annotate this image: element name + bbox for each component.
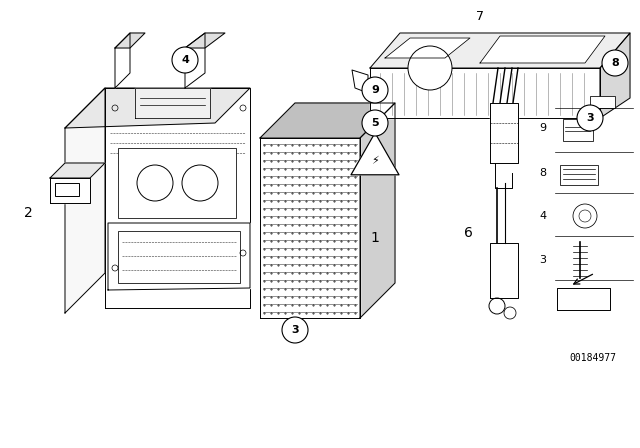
Bar xyxy=(55,183,79,196)
Text: 3: 3 xyxy=(586,113,594,123)
Circle shape xyxy=(408,46,452,90)
Polygon shape xyxy=(185,33,225,48)
Bar xyxy=(118,231,240,283)
Text: 2: 2 xyxy=(24,206,33,220)
Polygon shape xyxy=(385,38,470,58)
Circle shape xyxy=(577,105,603,131)
FancyBboxPatch shape xyxy=(560,165,598,185)
Polygon shape xyxy=(65,88,105,313)
Text: 8: 8 xyxy=(540,168,547,178)
Text: 3: 3 xyxy=(540,255,547,265)
Text: 7: 7 xyxy=(476,9,484,22)
Text: 6: 6 xyxy=(463,226,472,240)
Circle shape xyxy=(172,47,198,73)
Text: 8: 8 xyxy=(611,58,619,68)
Text: 9: 9 xyxy=(540,123,547,133)
Polygon shape xyxy=(370,33,630,68)
Polygon shape xyxy=(108,223,250,290)
Polygon shape xyxy=(115,33,145,48)
Circle shape xyxy=(573,204,597,228)
Polygon shape xyxy=(50,163,105,178)
Circle shape xyxy=(362,110,388,136)
Polygon shape xyxy=(490,243,518,298)
Text: 00184977: 00184977 xyxy=(570,353,616,363)
Circle shape xyxy=(362,77,388,103)
Bar xyxy=(118,148,236,218)
Circle shape xyxy=(282,317,308,343)
Text: ⚡: ⚡ xyxy=(371,156,379,166)
FancyBboxPatch shape xyxy=(563,119,593,141)
Text: 1: 1 xyxy=(371,231,380,245)
Polygon shape xyxy=(600,33,630,118)
Polygon shape xyxy=(557,288,610,310)
Text: 3: 3 xyxy=(291,325,299,335)
Polygon shape xyxy=(370,68,600,118)
Circle shape xyxy=(602,50,628,76)
Polygon shape xyxy=(352,70,368,93)
Polygon shape xyxy=(360,103,395,318)
Polygon shape xyxy=(490,103,518,163)
Polygon shape xyxy=(351,133,399,175)
Polygon shape xyxy=(480,36,605,63)
Polygon shape xyxy=(50,178,90,203)
Text: 5: 5 xyxy=(371,118,379,128)
Polygon shape xyxy=(135,88,210,118)
Text: 4: 4 xyxy=(540,211,547,221)
Polygon shape xyxy=(65,88,250,128)
Polygon shape xyxy=(260,138,360,318)
Polygon shape xyxy=(105,88,250,308)
Polygon shape xyxy=(115,33,130,88)
Polygon shape xyxy=(185,33,205,88)
Polygon shape xyxy=(260,103,395,138)
Bar xyxy=(590,96,615,108)
Text: 4: 4 xyxy=(181,55,189,65)
Text: 9: 9 xyxy=(371,85,379,95)
